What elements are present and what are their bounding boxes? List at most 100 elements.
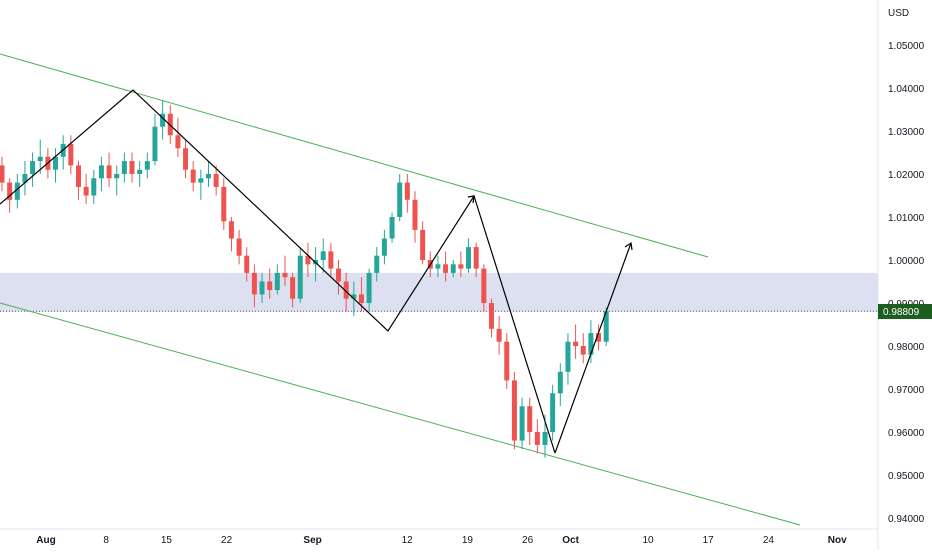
candle[interactable]: [137, 161, 143, 187]
candle-body: [175, 135, 181, 149]
candle[interactable]: [580, 333, 586, 364]
candle[interactable]: [30, 152, 36, 187]
candle[interactable]: [114, 165, 120, 196]
candle[interactable]: [305, 242, 311, 278]
candle[interactable]: [205, 161, 211, 187]
candle[interactable]: [183, 139, 189, 179]
candle[interactable]: [259, 272, 265, 303]
candle[interactable]: [75, 161, 81, 200]
candle[interactable]: [175, 118, 181, 157]
candle[interactable]: [160, 100, 166, 140]
candle[interactable]: [320, 238, 326, 273]
candle[interactable]: [366, 268, 372, 312]
arrow-head-icon: [624, 241, 633, 251]
candle[interactable]: [603, 307, 609, 346]
candle[interactable]: [389, 212, 395, 243]
candle[interactable]: [60, 135, 66, 170]
y-tick-label: 1.02000: [888, 170, 925, 181]
pattern-projection[interactable]: [554, 242, 632, 454]
candle-body: [205, 174, 211, 179]
candle[interactable]: [504, 333, 510, 389]
candle[interactable]: [557, 363, 563, 407]
candle[interactable]: [53, 148, 59, 183]
candle-body: [412, 199, 418, 230]
candle[interactable]: [198, 169, 204, 200]
candle[interactable]: [596, 324, 602, 351]
candle[interactable]: [37, 139, 43, 174]
candle[interactable]: [144, 152, 150, 179]
candle[interactable]: [412, 191, 418, 243]
candle[interactable]: [443, 251, 449, 282]
candle[interactable]: [228, 217, 234, 252]
candle[interactable]: [274, 264, 280, 295]
candle[interactable]: [83, 174, 89, 205]
x-tick-label: 8: [103, 535, 109, 546]
candle[interactable]: [511, 371, 517, 450]
candle[interactable]: [236, 229, 242, 265]
candle-body: [144, 161, 150, 170]
candle[interactable]: [488, 298, 494, 338]
candle-body: [397, 182, 403, 217]
candle[interactable]: [267, 268, 273, 299]
candle-body: [152, 126, 158, 162]
candle[interactable]: [328, 242, 334, 278]
channel-upper-line[interactable]: [0, 53, 709, 258]
candle[interactable]: [14, 174, 20, 209]
candle[interactable]: [213, 165, 219, 196]
candle[interactable]: [458, 251, 464, 278]
candle[interactable]: [450, 260, 456, 278]
candle[interactable]: [588, 320, 594, 364]
candle[interactable]: [519, 397, 525, 450]
candle[interactable]: [381, 229, 387, 265]
candle[interactable]: [420, 221, 426, 265]
candle[interactable]: [0, 156, 5, 192]
candle[interactable]: [282, 255, 288, 286]
candle[interactable]: [129, 152, 135, 183]
candle[interactable]: [290, 272, 296, 308]
candle[interactable]: [435, 255, 441, 278]
candle-body: [98, 165, 104, 179]
candle[interactable]: [573, 324, 579, 359]
candle-body: [282, 272, 288, 278]
candle-body: [374, 255, 380, 273]
candle[interactable]: [473, 242, 479, 278]
candle-body: [213, 174, 219, 187]
candle-body: [68, 143, 74, 166]
channel-lower-line[interactable]: [0, 302, 801, 526]
candle[interactable]: [374, 247, 380, 282]
candle-body: [336, 268, 342, 282]
candle[interactable]: [221, 178, 227, 230]
candle[interactable]: [152, 113, 158, 166]
candle[interactable]: [550, 384, 556, 441]
candle[interactable]: [565, 333, 571, 385]
candle[interactable]: [98, 156, 104, 192]
candle[interactable]: [481, 264, 487, 312]
x-tick-label: 24: [763, 535, 775, 546]
candle[interactable]: [121, 152, 127, 183]
candle[interactable]: [91, 169, 97, 205]
candle[interactable]: [397, 174, 403, 222]
candle-body: [297, 255, 303, 299]
candle[interactable]: [534, 419, 540, 454]
candle-body: [267, 281, 273, 291]
y-tick-label: 1.00000: [888, 256, 925, 267]
candle[interactable]: [68, 135, 74, 174]
candle-body: [481, 268, 487, 303]
candle[interactable]: [190, 161, 196, 192]
pattern-zigzag[interactable]: [0, 89, 556, 454]
candle[interactable]: [244, 247, 250, 282]
candle[interactable]: [527, 397, 533, 445]
candle[interactable]: [336, 260, 342, 295]
candle[interactable]: [297, 247, 303, 303]
candle[interactable]: [404, 174, 410, 213]
candle[interactable]: [22, 161, 28, 196]
candle-body: [83, 186, 89, 196]
candle[interactable]: [466, 238, 472, 273]
candle[interactable]: [251, 264, 257, 308]
candle[interactable]: [106, 152, 112, 187]
candle[interactable]: [496, 315, 502, 355]
support-zone: [0, 272, 878, 312]
candle-body: [91, 178, 97, 196]
